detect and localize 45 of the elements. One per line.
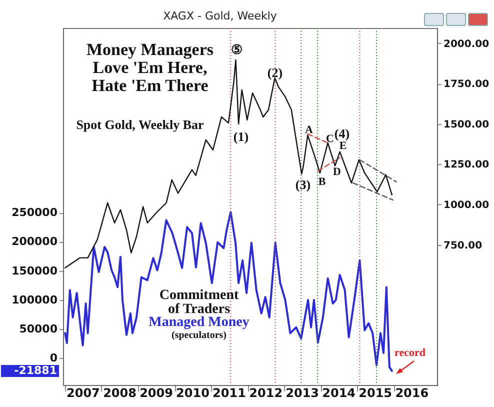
- y-tick-label: 200000: [12, 235, 58, 248]
- x-tick-label: 2015: [358, 386, 392, 400]
- series-label: Managed Money: [148, 315, 250, 330]
- y2-tick-label: 2000.00: [444, 38, 490, 50]
- annotation: A: [305, 124, 314, 136]
- annotation: E: [339, 140, 347, 152]
- annotation: record: [394, 347, 426, 359]
- x-tick-label: 2014: [322, 386, 356, 400]
- annotation: (speculators): [172, 330, 226, 341]
- y-tick-label: 100000: [12, 293, 58, 306]
- annotation: (2): [267, 65, 283, 80]
- y-tick-label: 0: [50, 352, 58, 365]
- x-tick-label: 2011: [212, 386, 246, 400]
- y2-tick-label: 1250.00: [444, 160, 490, 171]
- annotation: Money Managers: [86, 40, 214, 59]
- annotation: C: [326, 133, 334, 145]
- x-tick-label: 2012: [249, 386, 283, 400]
- x-tick-label: 2013: [286, 386, 320, 400]
- annotation: Hate 'Em There: [92, 76, 209, 95]
- x-tick-label: 2010: [176, 386, 210, 400]
- annotation: D: [333, 166, 342, 178]
- line-series: [64, 59, 393, 268]
- y-tick-label: 50000: [19, 322, 58, 336]
- text: -21881: [1, 364, 59, 377]
- line-series: [64, 211, 393, 372]
- y-tick-label: 250000: [12, 206, 58, 220]
- annotation: (4): [334, 126, 350, 141]
- annotation: B: [318, 176, 326, 188]
- chart-title: XAGX - Gold, Weekly: [163, 10, 278, 22]
- annotation: Commitment: [159, 288, 239, 303]
- x-tick-label: 2009: [140, 386, 173, 400]
- y2-tick-label: 1750.00: [444, 79, 490, 90]
- x-tick-label: 2016: [395, 386, 429, 400]
- annotation: Love 'Em Here,: [92, 58, 208, 77]
- y2-tick-label: 1500.00: [444, 119, 490, 130]
- series-label: Spot Gold, Weekly Bar: [76, 117, 204, 132]
- x-tick-label: 2007: [66, 386, 100, 400]
- annotation: of Traders: [168, 302, 231, 317]
- annotation: (1): [233, 129, 249, 144]
- y2-tick-label: 1000.00: [444, 200, 490, 211]
- annotation: (3): [295, 177, 311, 192]
- y2-tick-label: 750.00: [444, 240, 482, 252]
- y-tick-label: 150000: [12, 264, 58, 278]
- x-tick-label: 2008: [103, 386, 136, 400]
- annotation: ⑤: [231, 42, 243, 57]
